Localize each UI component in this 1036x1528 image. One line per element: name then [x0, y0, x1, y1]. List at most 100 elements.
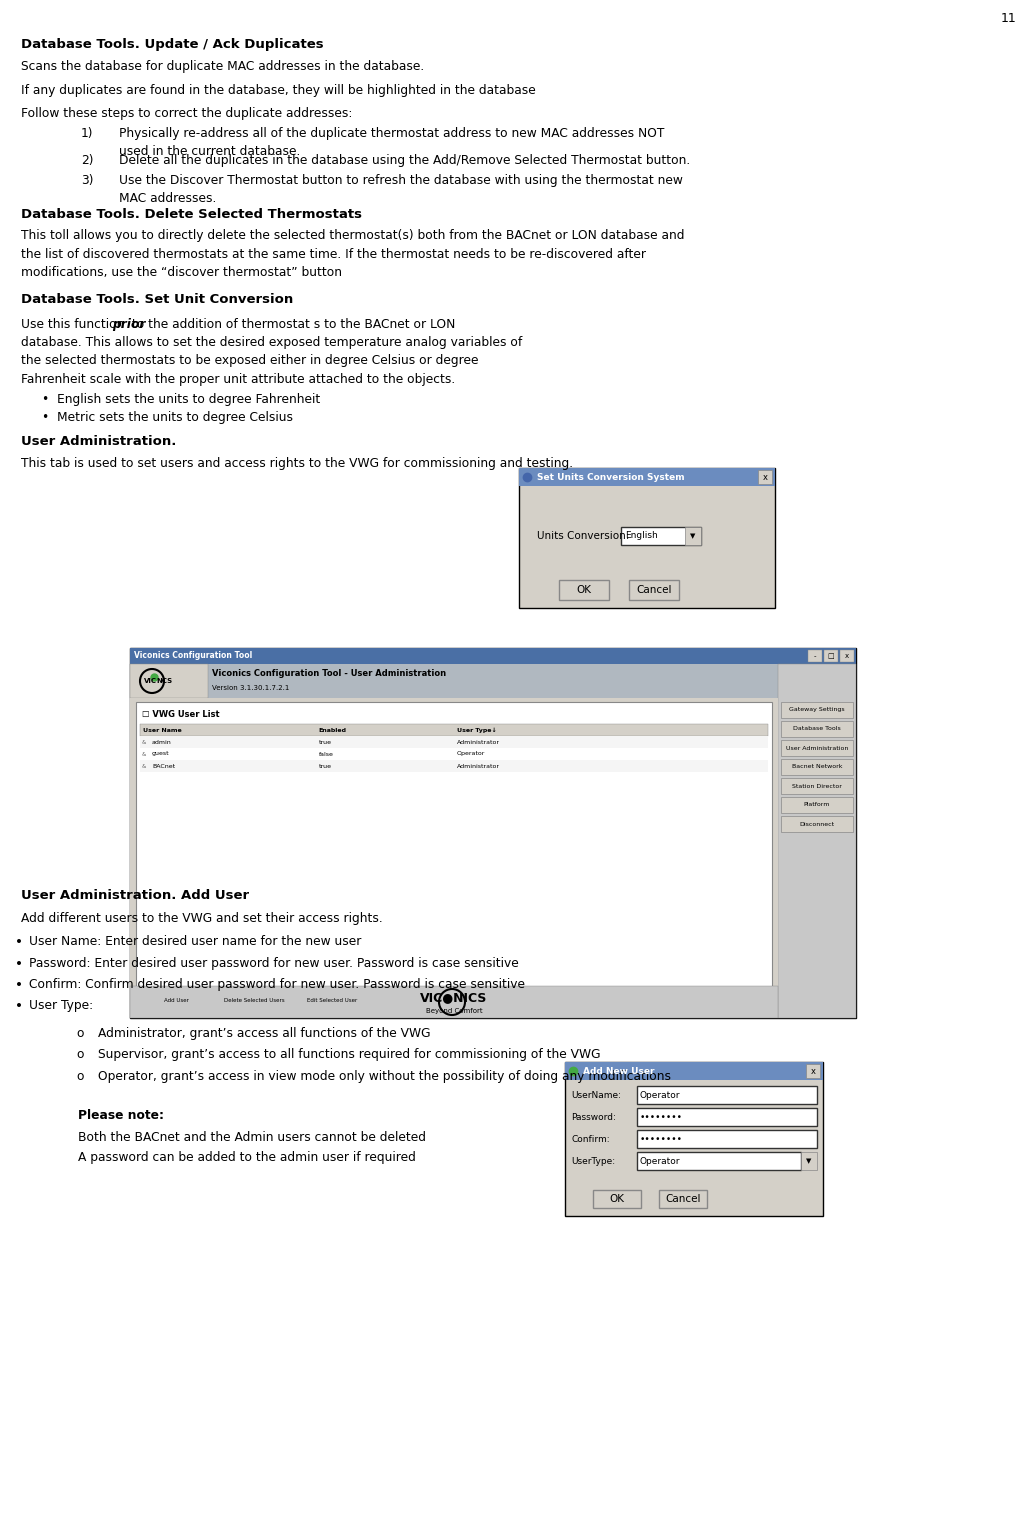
- Text: Gateway Settings: Gateway Settings: [789, 707, 844, 712]
- Text: Version 3.1.30.1.7.2.1: Version 3.1.30.1.7.2.1: [212, 685, 289, 691]
- Text: 11: 11: [1000, 12, 1016, 24]
- Text: Station Director: Station Director: [793, 784, 842, 788]
- Text: •: •: [15, 999, 23, 1013]
- Text: Enabled: Enabled: [319, 727, 347, 732]
- Text: Use this function: Use this function: [21, 318, 128, 332]
- Text: x: x: [810, 1067, 815, 1076]
- Text: ▼: ▼: [806, 1158, 811, 1164]
- Text: Delete Selected Users: Delete Selected Users: [224, 998, 284, 1004]
- Text: true: true: [319, 740, 332, 744]
- Text: false: false: [319, 752, 334, 756]
- Text: Delete all the duplicates in the database using the Add/Remove Selected Thermost: Delete all the duplicates in the databas…: [119, 154, 690, 168]
- Text: Set Units Conversion System: Set Units Conversion System: [537, 472, 685, 481]
- Text: UserName:: UserName:: [571, 1091, 621, 1100]
- Text: Platform: Platform: [804, 802, 830, 807]
- Text: English sets the units to degree Fahrenheit: English sets the units to degree Fahrenh…: [57, 393, 320, 406]
- Text: ••••••••: ••••••••: [640, 1112, 683, 1122]
- Text: User Administration: User Administration: [786, 746, 848, 750]
- Bar: [140, 759, 768, 772]
- Text: NCS: NCS: [156, 678, 172, 685]
- Bar: [130, 665, 208, 698]
- Text: true: true: [319, 764, 332, 769]
- Bar: [130, 648, 856, 1018]
- Text: User Administration. Add User: User Administration. Add User: [21, 889, 249, 903]
- Text: 2): 2): [81, 154, 93, 168]
- Text: User Name: User Name: [143, 727, 181, 732]
- Text: -: -: [813, 652, 816, 659]
- Text: MAC addresses.: MAC addresses.: [119, 193, 217, 205]
- Text: Confirm:: Confirm:: [571, 1134, 609, 1143]
- Bar: [637, 1108, 817, 1126]
- Text: Physically re-address all of the duplicate thermostat address to new MAC address: Physically re-address all of the duplica…: [119, 127, 664, 141]
- Text: Password:: Password:: [571, 1112, 615, 1122]
- Text: Administrator, grant’s access all functions of the VWG: Administrator, grant’s access all functi…: [98, 1027, 431, 1041]
- Bar: [140, 749, 768, 759]
- Bar: [140, 724, 768, 736]
- Text: Use the Discover Thermostat button to refresh the database with using the thermo: Use the Discover Thermostat button to re…: [119, 174, 683, 188]
- Text: Viconics Configuration Tool: Viconics Configuration Tool: [134, 651, 252, 660]
- Text: Database Tools. Set Unit Conversion: Database Tools. Set Unit Conversion: [21, 293, 293, 307]
- Text: OK: OK: [609, 1193, 625, 1204]
- Text: OK: OK: [576, 585, 592, 594]
- Bar: [659, 1190, 707, 1209]
- Text: If any duplicates are found in the database, they will be highlighted in the dat: If any duplicates are found in the datab…: [21, 84, 536, 98]
- Bar: [758, 471, 772, 484]
- Text: Confirm: Confirm desired user password for new user. Password is case sensitive: Confirm: Confirm desired user password f…: [29, 978, 525, 992]
- Text: This tab is used to set users and access rights to the VWG for commissioning and: This tab is used to set users and access…: [21, 457, 573, 471]
- Bar: [593, 1190, 641, 1209]
- Text: User Name: Enter desired user name for the new user: User Name: Enter desired user name for t…: [29, 935, 362, 949]
- Bar: [637, 1086, 817, 1105]
- Text: VIC●NICS: VIC●NICS: [421, 992, 488, 1004]
- Bar: [629, 581, 679, 601]
- Text: Beyond Comfort: Beyond Comfort: [426, 1008, 483, 1015]
- Text: Operator: Operator: [457, 752, 486, 756]
- Text: ▼: ▼: [690, 533, 696, 539]
- Bar: [559, 581, 609, 601]
- Text: &: &: [142, 740, 146, 744]
- Text: Follow these steps to correct the duplicate addresses:: Follow these steps to correct the duplic…: [21, 107, 352, 121]
- Text: Both the BACnet and the Admin users cannot be deleted: Both the BACnet and the Admin users cann…: [78, 1131, 426, 1144]
- Bar: [140, 995, 212, 1008]
- Text: Database Tools. Delete Selected Thermostats: Database Tools. Delete Selected Thermost…: [21, 208, 362, 222]
- Bar: [130, 665, 856, 698]
- Text: English: English: [625, 532, 658, 541]
- Bar: [781, 759, 853, 775]
- Text: Operator, grant’s access in view mode only without the possibility of doing any : Operator, grant’s access in view mode on…: [98, 1070, 671, 1083]
- Bar: [781, 740, 853, 756]
- Bar: [130, 698, 778, 1018]
- Text: Database Tools: Database Tools: [794, 726, 841, 732]
- Text: guest: guest: [152, 752, 170, 756]
- Text: 1): 1): [81, 127, 93, 141]
- Text: VIC: VIC: [144, 678, 157, 685]
- Text: &: &: [142, 764, 146, 769]
- Bar: [565, 1062, 823, 1216]
- Bar: [621, 527, 701, 545]
- Text: Add New User: Add New User: [583, 1067, 655, 1076]
- Text: 3): 3): [81, 174, 93, 188]
- Text: Operator: Operator: [640, 1091, 681, 1100]
- Bar: [130, 986, 778, 1018]
- Bar: [801, 1152, 817, 1170]
- Text: •: •: [15, 978, 23, 992]
- Bar: [130, 648, 856, 665]
- Text: This toll allows you to directly delete the selected thermostat(s) both from the: This toll allows you to directly delete …: [21, 229, 684, 243]
- Text: ☐ VWG User List: ☐ VWG User List: [142, 709, 220, 718]
- Bar: [840, 649, 854, 662]
- Text: Add User: Add User: [164, 998, 189, 1004]
- Text: •: •: [41, 411, 49, 425]
- Text: admin: admin: [152, 740, 172, 744]
- Text: o: o: [77, 1070, 84, 1083]
- Text: UserType:: UserType:: [571, 1157, 615, 1166]
- Text: Bacnet Network: Bacnet Network: [792, 764, 842, 770]
- Text: Fahrenheit scale with the proper unit attribute attached to the objects.: Fahrenheit scale with the proper unit at…: [21, 373, 455, 387]
- Text: ••••••••: ••••••••: [640, 1134, 683, 1143]
- Bar: [824, 649, 838, 662]
- Text: x: x: [762, 472, 768, 481]
- Text: Password: Enter desired user password for new user. Password is case sensitive: Password: Enter desired user password fo…: [29, 957, 519, 970]
- Text: •: •: [15, 935, 23, 949]
- Bar: [637, 1131, 817, 1148]
- Text: Administrator: Administrator: [457, 740, 500, 744]
- Bar: [806, 1063, 821, 1077]
- Text: User Type↓: User Type↓: [457, 727, 496, 733]
- Bar: [565, 1062, 823, 1080]
